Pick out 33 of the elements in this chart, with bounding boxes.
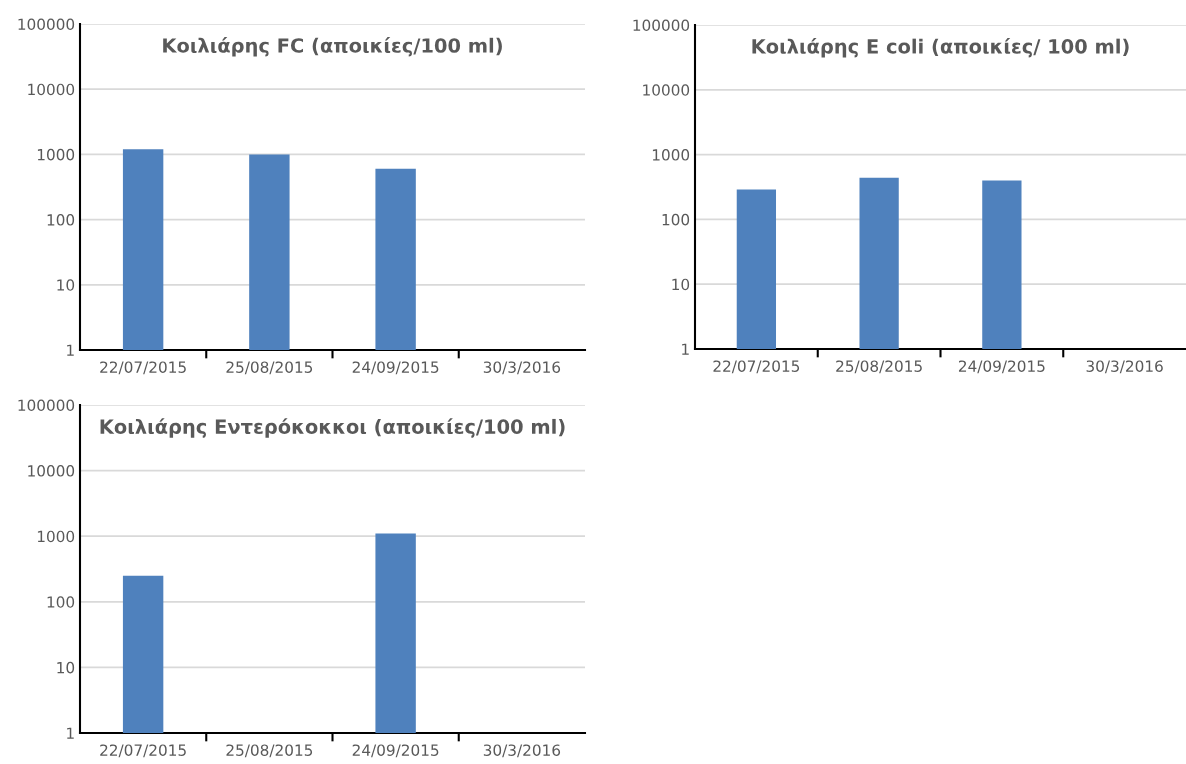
y-tick-label: 1000 [37,530,75,543]
y-tick-label: 100000 [633,19,690,32]
x-tick-label: 24/09/2015 [352,361,439,375]
x-tick-label: 24/09/2015 [352,744,439,758]
x-tick-label: 25/08/2015 [836,360,922,374]
text: Κοιλιάρης E coli (αποικίες/ 100 ml) [752,37,1129,58]
y-tick-label: 1000 [37,148,75,161]
y-tick-label: 10 [57,661,75,674]
y-tick-label: 10000 [28,465,75,477]
y-tick-label: 10000 [28,83,75,96]
x-tick-label: 30/3/2016 [483,744,561,758]
y-tick-label: 100000 [18,18,75,31]
text: Κοιλιάρης FC (αποικίες/100 ml) [163,37,502,57]
y-tick-label: 10 [57,279,75,291]
x-tick-label: 22/07/2015 [100,361,186,375]
x-tick-label: 22/07/2015 [713,360,800,374]
y-tick-label: 1 [682,343,689,355]
y-tick-label: 100 [662,213,690,226]
x-tick-label: 25/08/2015 [226,744,313,758]
y-tick-label: 100 [47,214,75,226]
y-tick-label: 1 [67,727,74,739]
y-tick-label: 100000 [18,399,75,412]
x-tick-label: 30/3/2016 [1086,360,1163,374]
text: Κοιλιάρης Εντερόκοκκοι (αποικίες/100 ml) [100,418,565,438]
x-tick-label: 25/08/2015 [226,361,313,375]
y-tick-label: 10000 [643,84,690,96]
y-tick-label: 100 [47,596,75,608]
y-tick-label: 10 [672,278,690,291]
y-tick-label: 1 [67,344,74,356]
y-tick-label: 1000 [652,149,690,161]
x-tick-label: 30/3/2016 [483,361,561,375]
x-tick-label: 22/07/2015 [100,744,186,758]
x-tick-label: 24/09/2015 [958,360,1045,374]
